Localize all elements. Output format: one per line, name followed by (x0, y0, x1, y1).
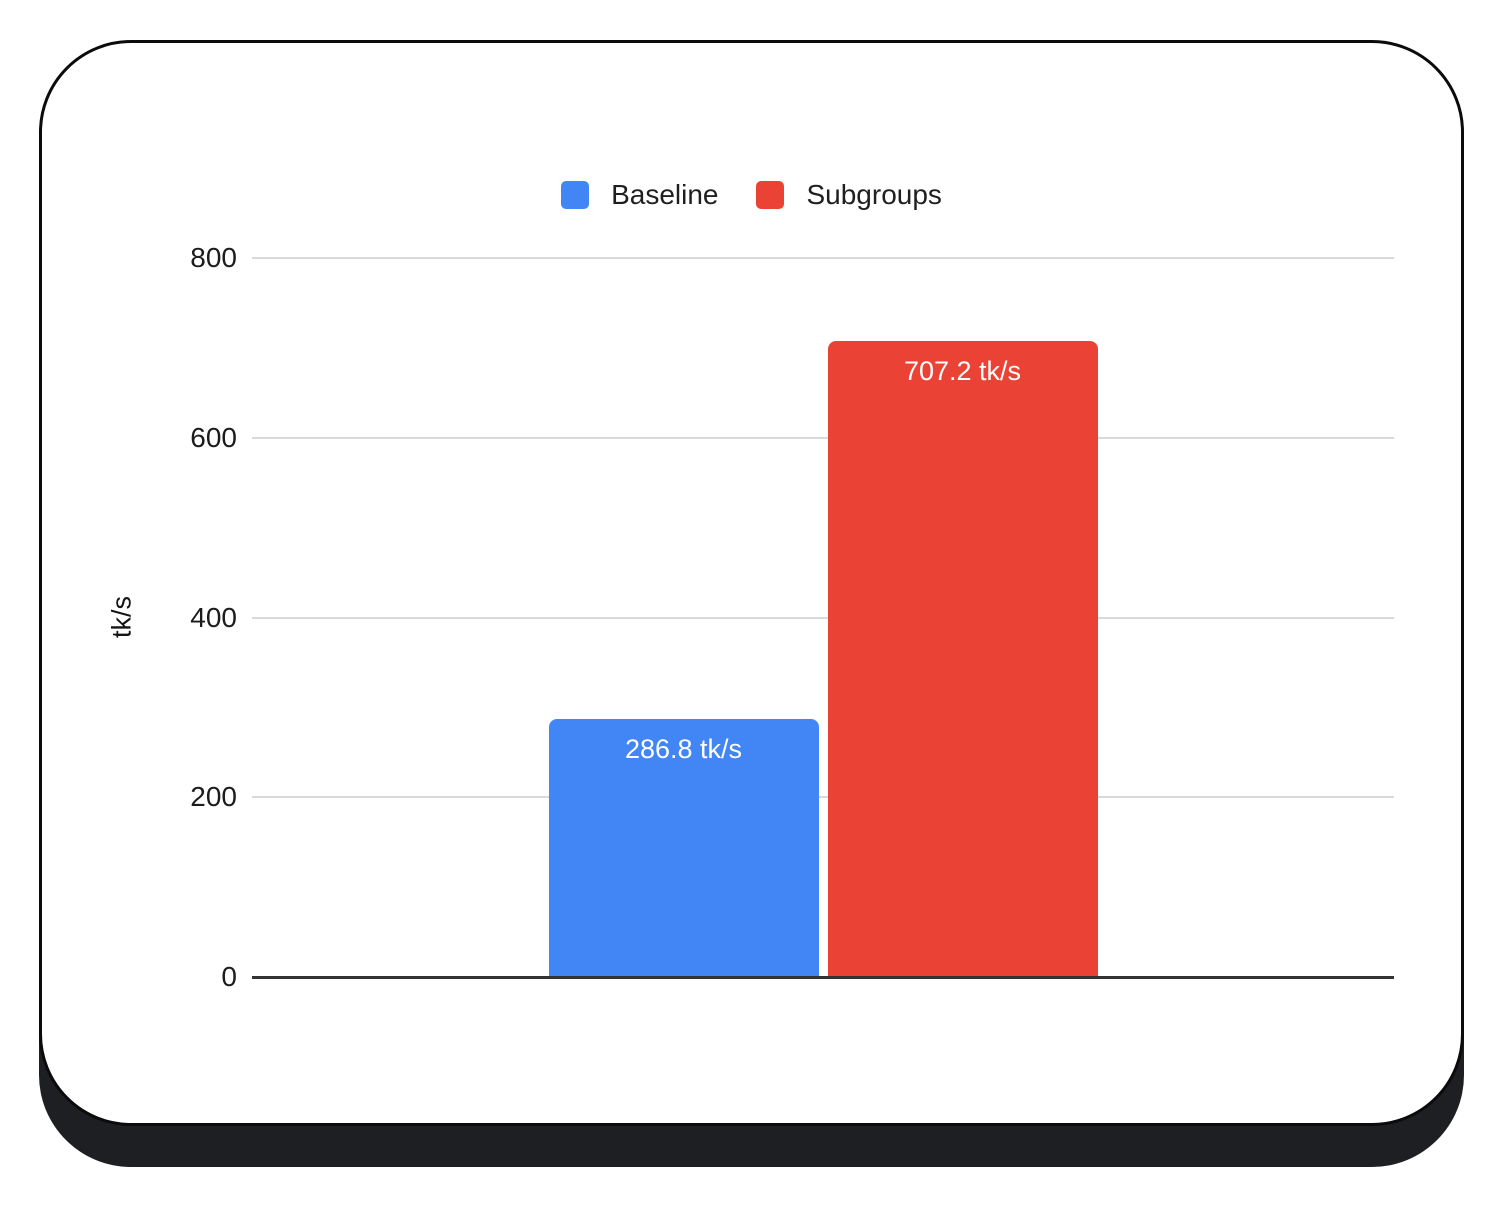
gridline-600 (252, 437, 1394, 439)
y-tick-label-200: 200 (190, 781, 237, 812)
gridline-800 (252, 257, 1394, 259)
legend-swatch-baseline-icon (561, 181, 590, 209)
x-axis-line (252, 976, 1394, 979)
legend-label-baseline: Baseline (611, 179, 719, 210)
bar-baseline[interactable]: 286.8 tk/s (548, 719, 819, 977)
legend-label-subgroups: Subgroups (806, 179, 942, 210)
plot-area: 0 200 400 600 800 286.8 tk/s 707.2 tk/s (42, 43, 1461, 1123)
legend-swatch-subgroups-icon (756, 181, 785, 209)
legend-item-subgroups[interactable]: Subgroups (756, 179, 942, 211)
gridline-200 (252, 796, 1394, 798)
y-tick-label-800: 800 (190, 242, 237, 273)
chart-card: Baseline Subgroups tk/s 0 200 400 600 800 286… (39, 40, 1464, 1126)
y-tick-label-0: 0 (221, 961, 237, 992)
chart-legend: Baseline Subgroups (42, 179, 1461, 211)
y-tick-label-600: 600 (190, 422, 237, 453)
bar-value-label-baseline: 286.8 tk/s (624, 734, 743, 765)
bar-subgroups[interactable]: 707.2 tk/s (827, 341, 1098, 977)
y-tick-label-400: 400 (190, 602, 237, 633)
gridline-400 (252, 617, 1394, 619)
bar-value-label-subgroups: 707.2 tk/s (903, 356, 1022, 387)
legend-item-baseline[interactable]: Baseline (561, 179, 718, 211)
